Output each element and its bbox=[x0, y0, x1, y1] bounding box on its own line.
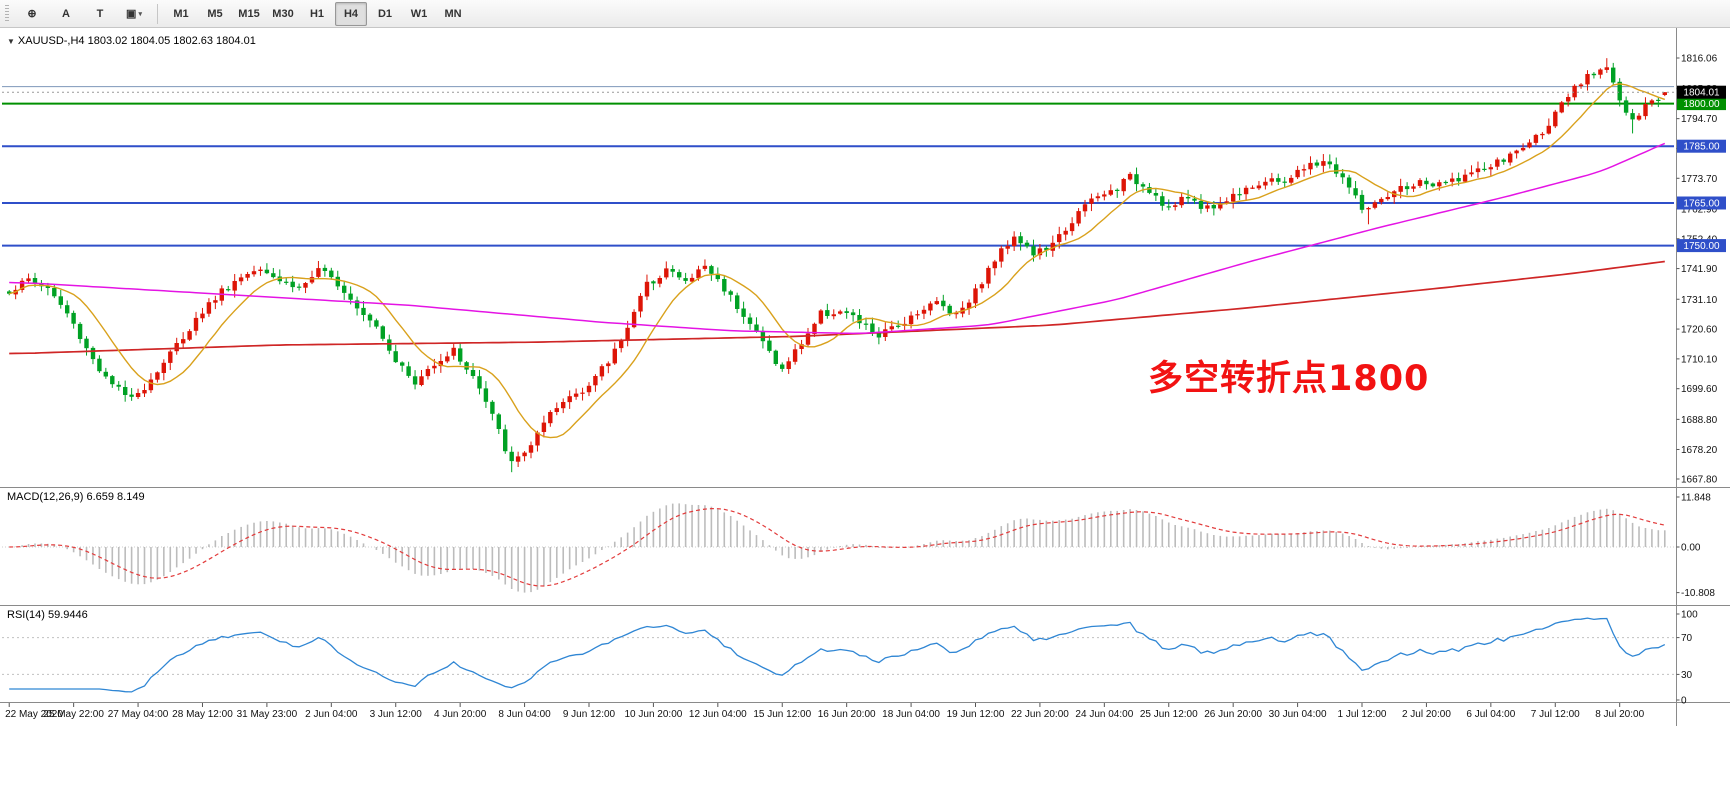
macd-pane bbox=[2, 503, 1674, 593]
price-label-text: 1765.00 bbox=[1683, 198, 1720, 209]
time-label: 2 Jun 04:00 bbox=[305, 709, 358, 720]
text-tool-icon: T bbox=[96, 7, 104, 20]
price-tick: 1762.90 bbox=[1681, 204, 1718, 215]
objects-tool-icon: ▣ bbox=[126, 8, 137, 20]
time-label: 4 Jun 20:00 bbox=[434, 709, 487, 720]
text-tool-button[interactable]: T bbox=[84, 2, 116, 26]
timeframe-button-m15[interactable]: M15 bbox=[238, 7, 260, 20]
price-label-text: 1750.00 bbox=[1683, 241, 1720, 252]
macd-axis-tick: 11.848 bbox=[1681, 493, 1711, 504]
rsi-indicator-title: RSI(14) 59.9446 bbox=[7, 609, 88, 621]
macd-axis-tick: 0.00 bbox=[1681, 543, 1701, 554]
time-label: 15 Jun 12:00 bbox=[753, 709, 811, 720]
candles-layer[interactable] bbox=[7, 58, 1667, 473]
time-label: 22 May 2020 bbox=[5, 709, 63, 720]
timeframe-button-m5[interactable]: M5 bbox=[207, 7, 223, 20]
symbol-title: ▼ XAUUSD-,H4 1803.02 1804.05 1802.63 1804… bbox=[7, 35, 256, 47]
time-label: 25 Jun 12:00 bbox=[1140, 709, 1198, 720]
time-label: 31 May 23:00 bbox=[237, 709, 298, 720]
price-label-boxes: 1800.00 1785.00 1765.00 1750.00 1804.01 bbox=[1677, 85, 1726, 253]
ma-mid-line bbox=[9, 142, 1666, 335]
objects-tool-button[interactable]: ▣ ▾ bbox=[118, 2, 150, 26]
price-tick: 1710.10 bbox=[1681, 354, 1718, 365]
price-tick: 1699.60 bbox=[1681, 384, 1718, 395]
time-label: 10 Jun 20:00 bbox=[624, 709, 682, 720]
time-label: 30 Jun 04:00 bbox=[1269, 709, 1327, 720]
price-tick: 1816.06 bbox=[1681, 54, 1718, 65]
price-tick: 1794.70 bbox=[1681, 114, 1718, 125]
drawing-tools-group: ⊕ A T ▣ ▾ bbox=[15, 2, 151, 26]
time-label: 22 Jun 20:00 bbox=[1011, 709, 1069, 720]
price-tick: 1741.90 bbox=[1681, 264, 1718, 275]
toolbar-grip[interactable] bbox=[5, 4, 9, 23]
timeframe-button-d1[interactable]: D1 bbox=[377, 7, 393, 20]
macd-axis-tick: -10.808 bbox=[1681, 588, 1715, 599]
macd-indicator-title: MACD(12,26,9) 6.659 8.149 bbox=[7, 491, 145, 503]
timeframe-button-w1[interactable]: W1 bbox=[410, 7, 428, 20]
chevron-down-icon: ▾ bbox=[138, 10, 142, 18]
time-label: 19 Jun 12:00 bbox=[947, 709, 1005, 720]
timeframe-button-h4[interactable]: H4 bbox=[335, 1, 367, 26]
cursor-tool-icon: ⊕ bbox=[27, 8, 37, 20]
macd-signal-line bbox=[9, 507, 1665, 587]
time-label: 2 Jul 20:00 bbox=[1402, 709, 1451, 720]
time-label: 18 Jun 04:00 bbox=[882, 709, 940, 720]
price-label-box bbox=[1677, 196, 1726, 210]
price-label-text: 1785.00 bbox=[1683, 142, 1720, 153]
price-tick: 1773.70 bbox=[1681, 174, 1718, 185]
timeframe-button-h1[interactable]: H1 bbox=[309, 7, 325, 20]
toolbar-separator bbox=[157, 3, 158, 24]
time-label: 8 Jul 20:00 bbox=[1595, 709, 1644, 720]
price-tick: 1667.80 bbox=[1681, 474, 1718, 485]
price-label-box bbox=[1677, 97, 1726, 111]
chart-text-annotation[interactable]: 多空转折点1800 bbox=[1148, 359, 1430, 399]
time-label: 6 Jul 04:00 bbox=[1466, 709, 1515, 720]
rsi-axis-tick: 70 bbox=[1681, 633, 1693, 644]
price-levels[interactable] bbox=[2, 86, 1674, 247]
price-label-box bbox=[1677, 239, 1726, 253]
toolbar: ⊕ A T ▣ ▾ M1 M5 M15 M30 H1 H4 D1 W1 MN bbox=[0, 0, 1730, 28]
time-label: 27 May 04:00 bbox=[108, 709, 169, 720]
rsi-line bbox=[9, 617, 1666, 693]
ma-slow-line bbox=[9, 260, 1665, 355]
timeframe-button-m1[interactable]: M1 bbox=[173, 7, 189, 20]
time-label: 28 May 12:00 bbox=[172, 709, 233, 720]
cursor-tool-button[interactable]: ⊕ bbox=[16, 2, 48, 26]
time-label: 24 Jun 04:00 bbox=[1075, 709, 1133, 720]
time-label: 7 Jul 12:00 bbox=[1531, 709, 1580, 720]
price-tick: 1731.10 bbox=[1681, 295, 1718, 306]
time-label: 26 Jun 20:00 bbox=[1204, 709, 1262, 720]
time-label: 16 Jun 20:00 bbox=[818, 709, 876, 720]
price-label-box bbox=[1677, 85, 1726, 99]
timeframe-button-m30[interactable]: M30 bbox=[272, 7, 294, 20]
price-label-text: 1800.00 bbox=[1683, 99, 1720, 110]
timeframe-buttons-group: M1 M5 M15 M30 H1 H4 D1 W1 MN bbox=[164, 1, 470, 26]
time-label: 3 Jun 12:00 bbox=[370, 709, 423, 720]
price-tick: 1688.80 bbox=[1681, 415, 1718, 426]
rsi-axis-tick: 30 bbox=[1681, 670, 1693, 681]
price-tick: 1678.20 bbox=[1681, 445, 1718, 456]
pane-frame bbox=[0, 28, 1730, 726]
rsi-axis-tick: 100 bbox=[1681, 610, 1698, 621]
moving-averages bbox=[9, 83, 1666, 439]
timeframe-button-mn[interactable]: MN bbox=[444, 7, 462, 20]
ma-fast-line bbox=[9, 83, 1666, 439]
chevron-down-icon: ▼ bbox=[7, 37, 15, 46]
time-label: 12 Jun 04:00 bbox=[689, 709, 747, 720]
price-tick: 1720.60 bbox=[1681, 325, 1718, 336]
text-a-tool-icon: A bbox=[62, 7, 70, 20]
time-label: 25 May 22:00 bbox=[43, 709, 104, 720]
price-label-text: 1804.01 bbox=[1683, 88, 1720, 99]
price-label-box bbox=[1677, 139, 1726, 153]
rsi-axis-tick: 0 bbox=[1681, 696, 1687, 707]
rsi-pane bbox=[2, 617, 1674, 693]
text-a-tool-button[interactable]: A bbox=[50, 2, 82, 26]
time-label: 9 Jun 12:00 bbox=[563, 709, 616, 720]
time-label: 1 Jul 12:00 bbox=[1338, 709, 1387, 720]
symbol-title-text: XAUUSD-,H4 1803.02 1804.05 1802.63 1804.… bbox=[17, 35, 256, 47]
time-label: 8 Jun 04:00 bbox=[498, 709, 551, 720]
